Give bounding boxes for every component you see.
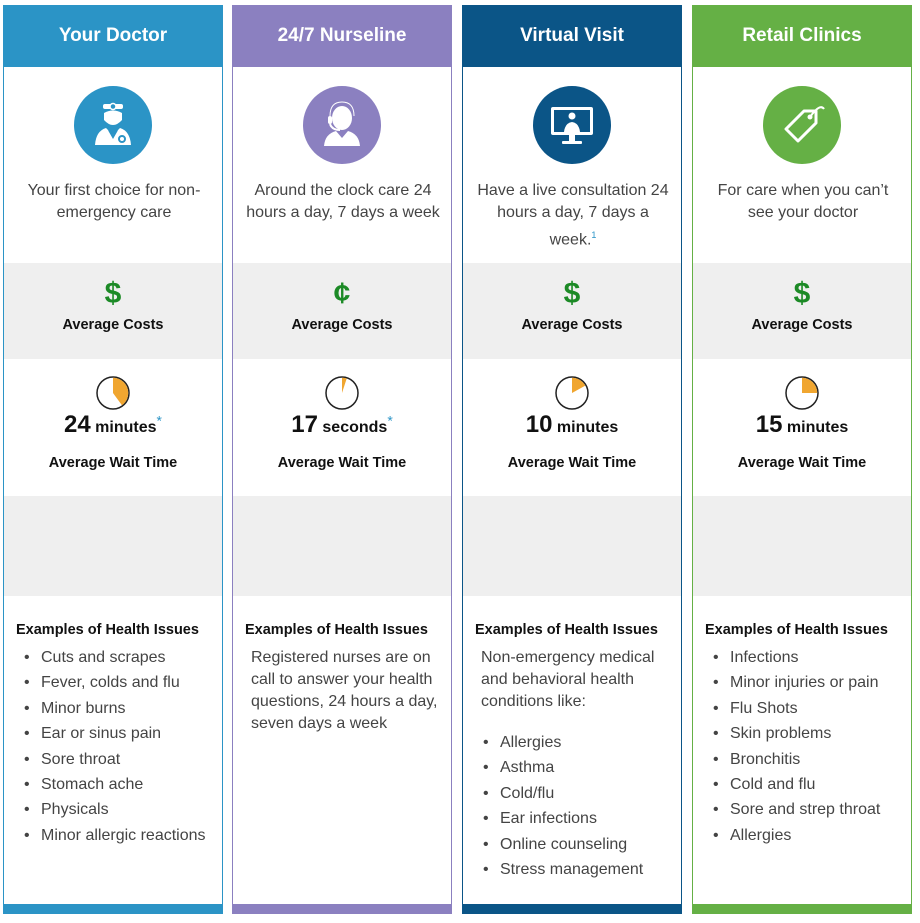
empty-band <box>4 496 222 596</box>
wait-number: 15 <box>755 411 783 438</box>
cost-band <box>233 263 451 359</box>
wait-unit: minutes <box>786 419 849 436</box>
wait-label: Average Wait Time <box>48 455 178 471</box>
examples-title: Examples of Health Issues <box>245 622 428 638</box>
wait-number: 17 <box>291 411 318 438</box>
cost-label: Average Costs <box>521 317 623 333</box>
examples-list: Cuts and scrapes Fever, colds and flu Mino… <box>24 647 214 850</box>
wait-time-value: 10 minutes <box>463 411 681 439</box>
wait-time-value: 15 minutes <box>693 411 911 439</box>
description-text: Have a live consultation 24 hours a day,… <box>477 182 669 249</box>
option-description: Your first choice for non-emergency care <box>27 182 201 221</box>
examples-title: Examples of Health Issues <box>705 622 888 638</box>
wait-time-clock-icon <box>325 376 359 410</box>
list-item: Asthma <box>483 757 673 779</box>
list-item: Bronchitis <box>713 749 903 771</box>
wait-unit: minutes <box>95 419 157 436</box>
wait-label: Average Wait Time <box>737 455 867 471</box>
list-item: Minor burns <box>24 698 214 720</box>
price-tag-icon <box>763 86 841 164</box>
column-header: 24/7 Nurseline <box>232 5 452 67</box>
wait-time-clock-icon <box>785 376 819 410</box>
empty-band <box>693 496 911 596</box>
list-item: Physicals <box>24 799 214 821</box>
care-option-virtual-visit: Virtual Visit Have a live consultation 2… <box>462 5 682 914</box>
wait-time-value: 17 seconds* <box>233 411 451 439</box>
examples-list: Allergies Asthma Cold/flu Ear infections Onl… <box>483 732 673 884</box>
care-option-retail-clinics: Retail Clinics For care when you can’t s… <box>692 5 912 914</box>
wait-time-clock-icon <box>555 376 589 410</box>
wait-label: Average Wait Time <box>507 455 637 471</box>
cost-label: Average Costs <box>751 317 853 333</box>
column-footer-bar <box>3 904 223 914</box>
nurse-headset-icon <box>303 86 381 164</box>
cost-band <box>4 263 222 359</box>
list-item: Ear or sinus pain <box>24 723 214 745</box>
list-item: Allergies <box>713 825 903 847</box>
cost-symbol: ¢ <box>333 277 351 310</box>
footnote-mark: * <box>387 412 393 429</box>
wait-time-value: 24 minutes* <box>4 411 222 439</box>
doctor-icon <box>74 86 152 164</box>
monitor-doctor-icon <box>533 86 611 164</box>
cost-label: Average Costs <box>291 317 393 333</box>
list-item: Sore and strep throat <box>713 799 903 821</box>
wait-time-clock-icon <box>96 376 130 410</box>
list-item: Stress management <box>483 859 673 881</box>
list-item: Allergies <box>483 732 673 754</box>
option-description: Have a live consultation 24 hours a day,… <box>475 180 671 251</box>
list-item: Minor allergic reactions <box>24 825 214 847</box>
column-header: Virtual Visit <box>462 5 682 67</box>
option-description: For care when you can’t see your doctor <box>717 182 889 221</box>
cost-symbol: $ <box>104 277 122 310</box>
examples-intro: Non-emergency medical and behavioral hea… <box>481 649 655 710</box>
list-item: Sore throat <box>24 749 214 771</box>
cost-symbol: $ <box>563 277 581 310</box>
option-description: Around the clock care 24 hours a day, 7 … <box>246 182 440 221</box>
wait-unit: minutes <box>556 419 619 436</box>
empty-band <box>233 496 451 596</box>
footnote-sup[interactable]: 1 <box>591 230 597 240</box>
list-item: Cold and flu <box>713 774 903 796</box>
examples-title: Examples of Health Issues <box>475 622 658 638</box>
care-option-your-doctor: Your Doctor Your first choice for non-em… <box>3 5 223 914</box>
wait-label: Average Wait Time <box>277 455 407 471</box>
list-item: Minor injuries or pain <box>713 672 903 694</box>
column-footer-bar <box>232 904 452 914</box>
column-footer-bar <box>462 904 682 914</box>
wait-number: 10 <box>525 411 553 438</box>
examples-list: Infections Minor injuries or pain Flu Shot… <box>713 647 903 850</box>
cost-band <box>463 263 681 359</box>
column-footer-bar <box>692 904 912 914</box>
list-item: Skin problems <box>713 723 903 745</box>
wait-unit: seconds <box>322 419 388 436</box>
footnote-mark: * <box>156 412 162 429</box>
cost-band <box>693 263 911 359</box>
empty-band <box>463 496 681 596</box>
list-item: Flu Shots <box>713 698 903 720</box>
list-item: Ear infections <box>483 808 673 830</box>
column-header: Your Doctor <box>3 5 223 67</box>
list-item: Cuts and scrapes <box>24 647 214 669</box>
list-item: Cold/flu <box>483 783 673 805</box>
list-item: Infections <box>713 647 903 669</box>
cost-label: Average Costs <box>62 317 164 333</box>
cost-symbol: $ <box>793 277 811 310</box>
care-option-nurseline: 24/7 Nurseline Around the clock care 24 … <box>232 5 452 914</box>
list-item: Stomach ache <box>24 774 214 796</box>
examples-intro: Registered nurses are on call to answer … <box>251 649 438 732</box>
list-item: Online counseling <box>483 834 673 856</box>
column-header: Retail Clinics <box>692 5 912 67</box>
list-item: Fever, colds and flu <box>24 672 214 694</box>
examples-title: Examples of Health Issues <box>16 622 199 638</box>
wait-number: 24 <box>64 411 91 438</box>
